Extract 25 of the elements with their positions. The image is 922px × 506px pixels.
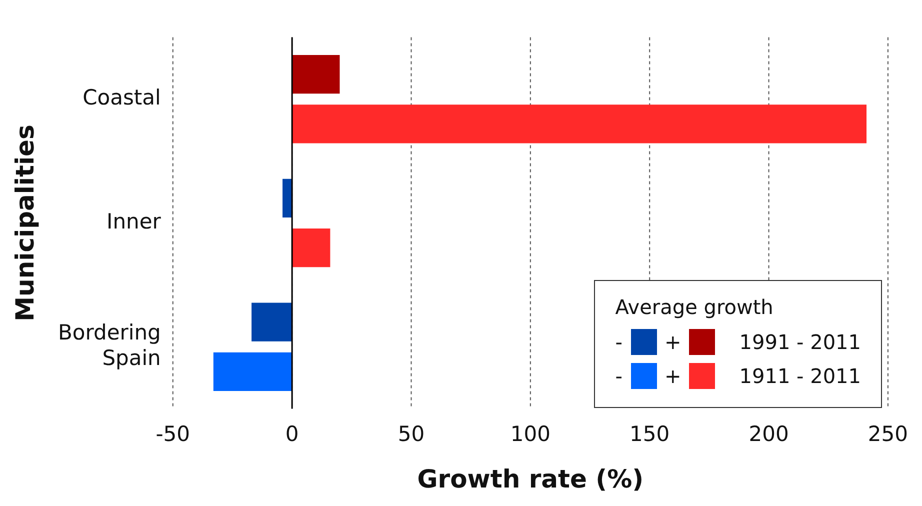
- x-tick-label: 0: [285, 422, 299, 446]
- bar: [213, 352, 292, 391]
- text: -: [615, 364, 622, 388]
- bar: [292, 55, 340, 94]
- bar: [292, 228, 330, 268]
- x-tick-label: 150: [630, 422, 670, 446]
- bar: [292, 104, 867, 144]
- legend-label: 1911 - 2011: [739, 364, 861, 388]
- y-axis-title: Municipalities: [10, 124, 40, 322]
- legend-title: Average growth: [615, 295, 774, 319]
- x-axis-title: Growth rate (%): [417, 464, 644, 494]
- annotation: +: [664, 330, 682, 354]
- y-tick-label: Bordering Spain: [58, 320, 161, 370]
- bar: [252, 302, 292, 342]
- y-tick-label: Coastal: [82, 86, 161, 110]
- x-tick-label: -50: [156, 422, 190, 446]
- x-tick-label: 100: [510, 422, 550, 446]
- x-tick-label: 250: [868, 422, 908, 446]
- text: +: [664, 364, 682, 388]
- annotation: -: [615, 330, 622, 354]
- legend-label: 1991 - 2011: [739, 330, 861, 354]
- x-tick-label: 50: [398, 422, 425, 446]
- x-tick-label: 200: [748, 422, 789, 446]
- bar: [282, 178, 292, 218]
- y-tick-label: Inner: [106, 209, 162, 234]
